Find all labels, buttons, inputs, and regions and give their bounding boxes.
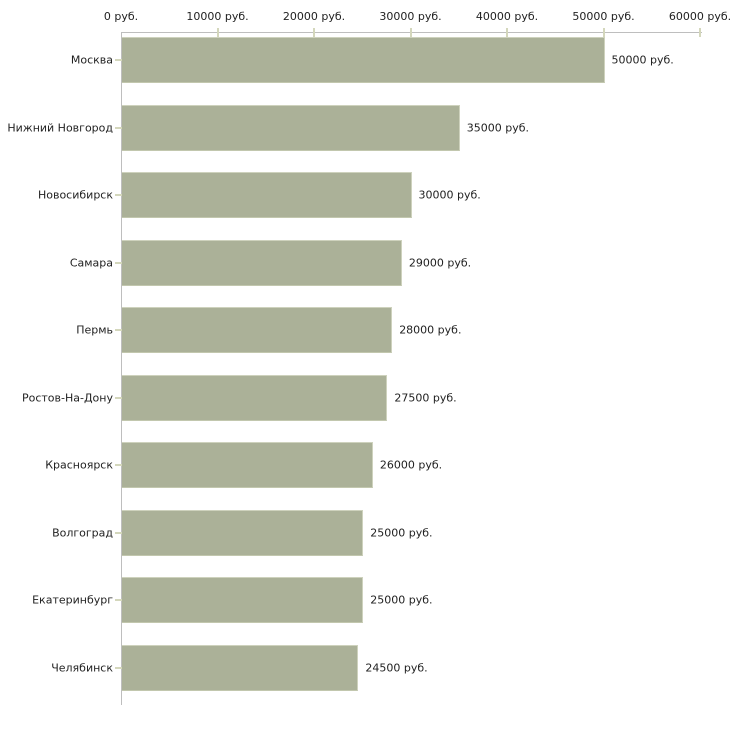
value-label: 25000 руб. (370, 593, 433, 607)
bar (122, 644, 359, 691)
category-label: Самара (69, 256, 113, 269)
category-label: Новосибирск (37, 188, 113, 202)
y-tick-mark (115, 126, 122, 129)
y-tick-mark (115, 599, 122, 601)
x-tick-label: 60000 руб. (668, 10, 730, 23)
category-label: Пермь (76, 323, 113, 337)
value-label: 25000 руб. (370, 526, 433, 539)
x-tick-label: 0 руб. (103, 10, 139, 23)
x-tick-label: 30000 руб. (379, 10, 442, 23)
value-label: 50000 руб. (611, 53, 674, 67)
x-tick-mark (216, 28, 219, 37)
category-label: Москва (70, 53, 113, 67)
y-tick-mark (115, 59, 122, 61)
y-tick-mark (115, 531, 122, 534)
bar (122, 307, 393, 353)
bar (122, 442, 373, 488)
bar (122, 37, 605, 83)
x-tick-mark (313, 28, 315, 37)
category-label: Екатеринбург (32, 593, 113, 607)
value-label: 27500 руб. (394, 391, 457, 404)
x-tick-label: 10000 руб. (186, 10, 249, 23)
x-tick-mark (409, 28, 412, 37)
value-label: 35000 руб. (466, 121, 530, 134)
y-tick-mark (115, 261, 122, 264)
category-label: Красноярск (45, 458, 113, 472)
bar (122, 374, 388, 421)
bar (122, 104, 460, 151)
value-label: 30000 руб. (418, 188, 481, 202)
value-label: 29000 руб. (408, 256, 472, 269)
bar (122, 239, 402, 286)
category-label: Нижний Новгород (7, 121, 113, 134)
x-tick-label: 40000 руб. (475, 10, 539, 23)
y-tick-mark (115, 194, 122, 196)
x-tick-mark (506, 28, 508, 37)
x-tick-mark (699, 28, 701, 37)
value-label: 24500 руб. (365, 661, 428, 674)
y-tick-mark (115, 329, 122, 331)
value-label: 28000 руб. (399, 323, 462, 337)
bar (122, 577, 364, 623)
x-tick-label: 50000 руб. (572, 10, 635, 23)
y-tick-mark (115, 396, 122, 399)
x-axis-line (121, 32, 702, 33)
y-tick-mark (115, 464, 122, 466)
category-label: Ростов-На-Дону (21, 391, 113, 404)
bar (122, 509, 364, 556)
x-tick-label: 20000 руб. (282, 10, 346, 23)
bar (122, 172, 412, 218)
y-axis-line (121, 32, 122, 705)
y-tick-mark (115, 666, 122, 669)
category-label: Волгоград (52, 526, 113, 539)
x-tick-mark (602, 28, 605, 37)
category-label: Челябинск (51, 661, 113, 674)
value-label: 26000 руб. (379, 458, 443, 472)
